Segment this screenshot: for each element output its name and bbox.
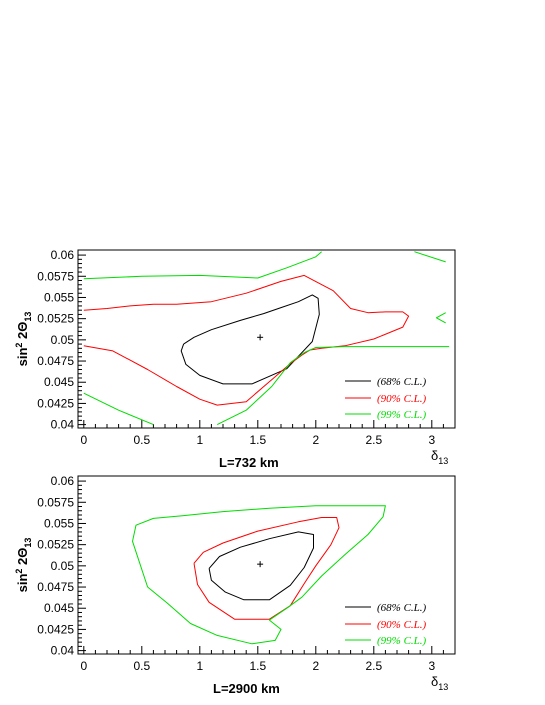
x-tick-label: 2: [312, 433, 319, 447]
y-tick-label: 0.06: [51, 474, 75, 488]
y-tick-label: 0.06: [51, 248, 75, 262]
x-tick-label: 1.5: [249, 433, 266, 447]
contour-line-90cl: [193, 517, 340, 620]
contour-series: [132, 505, 386, 645]
y-tick-label: 0.0425: [37, 396, 74, 410]
legend-label-68: (68% C.L.): [377, 602, 427, 614]
x-tick-label: 2.5: [365, 659, 382, 673]
y-tick-label: 0.04: [51, 644, 75, 658]
contour-series: [83, 251, 450, 426]
contour-line-99cl: [414, 251, 446, 263]
x-axis-ticks: 0 0.5 1 1.5 2 2.5 3: [80, 420, 456, 447]
y-tick-label: 0.0575: [37, 269, 74, 283]
y-tick-label: 0.0425: [37, 622, 74, 636]
x-tick-label: 1: [196, 659, 203, 673]
y-tick-label: 0.05: [51, 333, 75, 347]
contour-line-68cl: [208, 531, 314, 601]
panel-title: L=732 km: [219, 455, 279, 470]
y-axis-ticks: 0.04 0.0425 0.045 0.0475 0.05 0.0525 0.055 0.05…: [37, 248, 86, 432]
y-tick-label: 0.04: [51, 418, 75, 432]
x-tick-label: 1.5: [249, 659, 266, 673]
x-tick-label: 1: [196, 433, 203, 447]
x-tick-label: 2.5: [365, 433, 382, 447]
contour-line-90cl: [83, 274, 410, 406]
y-tick-label: 0.0525: [37, 312, 74, 326]
x-tick-label: 2: [312, 659, 319, 673]
y-tick-label: 0.0475: [37, 580, 74, 594]
y-tick-label: 0.055: [44, 516, 74, 530]
x-tick-label: 3: [428, 659, 435, 673]
contour-line-99cl: [435, 312, 446, 324]
legend: (68% C.L.) (90% C.L.) (99% C.L.): [345, 602, 427, 647]
x-axis-ticks: 0 0.5 1 1.5 2 2.5 3: [80, 646, 456, 673]
y-tick-label: 0.0525: [37, 538, 74, 552]
contour-line-99cl: [83, 392, 154, 426]
x-tick-label: 0.5: [133, 659, 150, 673]
y-axis-label: sin2 2Θ13: [14, 312, 33, 367]
legend-label-90: (90% C.L.): [377, 393, 427, 405]
contour-line-68cl: [180, 294, 320, 385]
legend-label-99: (99% C.L.): [377, 409, 427, 421]
panel-l732: 0.04 0.0425 0.045 0.0475 0.05 0.0525 0.055 0.05…: [14, 248, 456, 470]
contour-line-99cl: [132, 505, 386, 645]
panel-l2900: 0.04 0.0425 0.045 0.0475 0.05 0.0525 0.055 0.05…: [14, 474, 456, 696]
y-tick-label: 0.05: [51, 559, 75, 573]
y-tick-label: 0.0575: [37, 495, 74, 509]
legend-label-99: (99% C.L.): [377, 635, 427, 647]
legend-label-90: (90% C.L.): [377, 619, 427, 631]
x-tick-label: 0: [80, 659, 87, 673]
x-tick-label: 3: [428, 433, 435, 447]
legend-label-68: (68% C.L.): [377, 376, 427, 388]
plot-frame: [77, 249, 456, 429]
contour-line-99cl: [83, 251, 322, 280]
y-axis-label: sin2 2Θ13: [14, 538, 33, 593]
legend: (68% C.L.) (90% C.L.) (99% C.L.): [345, 376, 427, 421]
contour-line-99cl: [216, 346, 450, 426]
y-tick-label: 0.045: [44, 375, 74, 389]
y-axis-ticks: 0.04 0.0425 0.045 0.0475 0.05 0.0525 0.055 0.05…: [37, 474, 86, 658]
panel-title: L=2900 km: [213, 681, 280, 696]
plot-frame: [77, 475, 456, 655]
y-tick-label: 0.045: [44, 601, 74, 615]
x-tick-label: 0: [80, 433, 87, 447]
y-tick-label: 0.0475: [37, 354, 74, 368]
x-tick-label: 0.5: [133, 433, 150, 447]
y-tick-label: 0.055: [44, 290, 74, 304]
best-fit-marker: [257, 561, 264, 568]
best-fit-marker: [257, 334, 264, 341]
